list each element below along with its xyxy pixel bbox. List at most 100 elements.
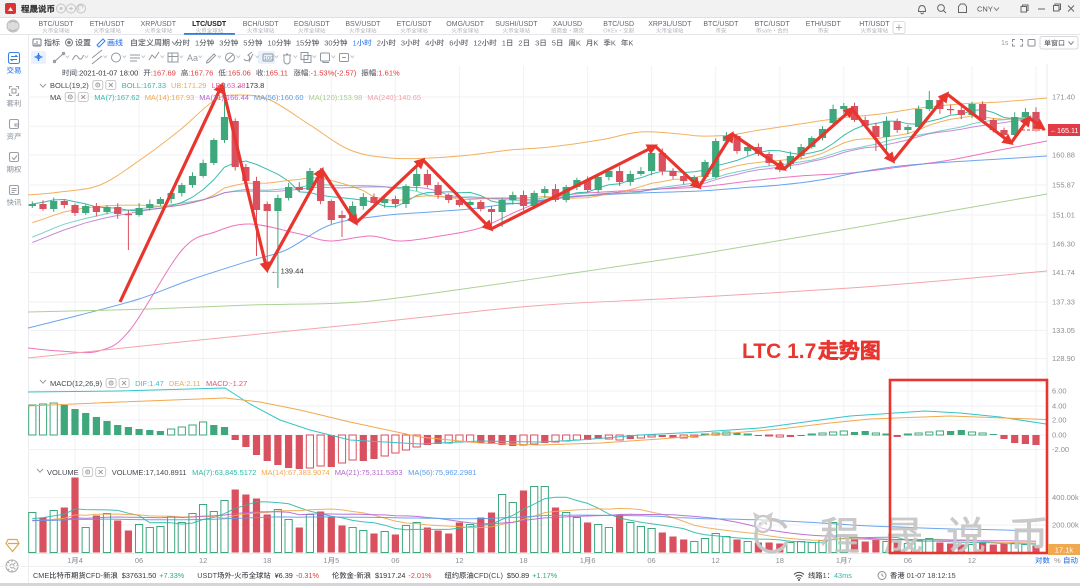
svg-text:4: 4 [425,39,429,48]
svg-text:BTC/USDT: BTC/USDT [703,21,739,28]
svg-text:EOS/USDT: EOS/USDT [294,21,331,28]
svg-text:400.00k: 400.00k [1052,493,1079,502]
svg-text:%: % [1054,556,1061,565]
svg-text:MA(14):67,383.9074: MA(14):67,383.9074 [261,468,329,477]
svg-text:DEA:2.11: DEA:2.11 [169,379,201,388]
svg-text::: : [77,69,79,78]
svg-text::: : [151,69,153,78]
svg-text:165.06: 165.06 [228,69,251,78]
svg-text:XRP/USDT: XRP/USDT [141,21,177,28]
svg-text:$50.89: $50.89 [507,571,529,580]
svg-text:K: K [576,39,581,48]
svg-text:167.76: 167.76 [190,69,213,78]
svg-text:06: 06 [391,556,399,565]
svg-text:137.33: 137.33 [1052,298,1075,307]
svg-text:200.00k: 200.00k [1052,521,1079,530]
svg-text:ETC/USDT: ETC/USDT [397,21,433,28]
svg-text:167.69: 167.69 [153,69,176,78]
svg-text::: : [263,69,265,78]
svg-text:165.11: 165.11 [1057,126,1078,135]
svg-text:-: - [232,571,235,580]
svg-text:safe: safe [761,29,771,35]
svg-text:1: 1 [502,39,506,48]
svg-text:BCH/USDT: BCH/USDT [243,21,280,28]
svg-text:1: 1 [353,39,357,48]
svg-text:K: K [628,39,633,48]
svg-text:01-07 18:12:15: 01-07 18:12:15 [905,571,956,580]
svg-text:146.30: 146.30 [1052,240,1075,249]
svg-text:MA(7):63,845.5172: MA(7):63,845.5172 [192,468,256,477]
svg-text:K: K [593,39,598,48]
svg-text:¥6.39: ¥6.39 [275,571,293,580]
svg-text:1: 1 [836,556,840,565]
svg-text:ETH/USDT: ETH/USDT [806,21,842,28]
svg-text:151.01: 151.01 [1052,211,1075,220]
svg-text:5: 5 [552,39,556,48]
svg-text:12: 12 [455,556,463,565]
svg-text:CNY: CNY [977,5,993,14]
svg-text:UB:171.29: UB:171.29 [171,81,206,90]
svg-text:XRP3L/USDT: XRP3L/USDT [648,21,692,28]
svg-text:171.40: 171.40 [1052,93,1075,102]
svg-text:DIF:1.47: DIF:1.47 [135,379,164,388]
svg-text:3: 3 [219,39,223,48]
svg-text:MA(120):153.98: MA(120):153.98 [309,93,363,102]
svg-text::: : [226,69,228,78]
svg-text:12: 12 [712,556,720,565]
svg-text:BOLL(19,2): BOLL(19,2) [50,81,89,90]
svg-text:CFD-: CFD- [86,571,104,580]
svg-text:141.74: 141.74 [1052,268,1075,277]
svg-text:12: 12 [199,556,207,565]
svg-text:133.05: 133.05 [1052,326,1075,335]
svg-text:18: 18 [776,556,784,565]
svg-text:BTC/USD: BTC/USD [603,21,634,28]
svg-text:6: 6 [591,556,595,565]
svg-text:1: 1 [195,39,199,48]
svg-text:43ms: 43ms [834,571,852,580]
svg-text:CFD(CL): CFD(CL) [474,571,503,580]
svg-text:OKEx: OKEx [603,29,618,35]
svg-text:←: ← [1050,128,1057,135]
svg-text:MA: MA [50,93,61,102]
svg-text:6: 6 [449,39,453,48]
svg-text:-1.53%(-2.57): -1.53%(-2.57) [311,69,357,78]
svg-text:K: K [611,39,616,48]
svg-text:30: 30 [324,39,332,48]
svg-text:12: 12 [968,556,976,565]
svg-text:1: 1 [580,556,584,565]
svg-text:HT/USDT: HT/USDT [859,21,890,28]
svg-text:← 139.44: ← 139.44 [271,267,304,276]
svg-text:CME: CME [33,571,49,580]
svg-text::: : [188,69,190,78]
svg-text:BOLL:167.33: BOLL:167.33 [122,81,166,90]
svg-text:VOLUME: VOLUME [47,468,79,477]
svg-text:128.90: 128.90 [1052,354,1075,363]
svg-text:MA(56):75,962.2981: MA(56):75,962.2981 [408,468,476,477]
svg-text:VOLUME:17,140.8911: VOLUME:17,140.8911 [112,468,187,477]
svg-text:MACD(12,26,9): MACD(12,26,9) [50,379,103,388]
svg-text:1: 1 [823,571,827,580]
svg-text:18: 18 [519,556,527,565]
svg-text:BSV/USDT: BSV/USDT [345,21,381,28]
svg-text:$37631.50: $37631.50 [122,571,157,580]
svg-text:10: 10 [268,39,276,48]
svg-text:MACD:-1.27: MACD:-1.27 [206,379,247,388]
svg-text:-0.31%: -0.31% [296,571,320,580]
svg-text:MA(21):75,311.5353: MA(21):75,311.5353 [335,468,403,477]
svg-text:XAUUSD: XAUUSD [553,21,582,28]
svg-text:1: 1 [67,556,71,565]
svg-text:0.00: 0.00 [1052,431,1067,440]
svg-text:$1917.24: $1917.24 [375,571,405,580]
svg-text:06: 06 [135,556,143,565]
svg-text:-2.01%: -2.01% [408,571,432,580]
svg-text:1s: 1s [1001,40,1009,47]
svg-text:-2.00: -2.00 [1052,445,1069,454]
svg-text::: : [376,69,378,78]
svg-text:MA(7):167.62: MA(7):167.62 [94,93,139,102]
svg-text:MA(14):167.93: MA(14):167.93 [145,93,195,102]
svg-text:7: 7 [848,556,852,565]
svg-text:3: 3 [401,39,405,48]
svg-text:155.87: 155.87 [1052,181,1075,190]
svg-text:Aa: Aa [187,53,198,63]
svg-text:2: 2 [377,39,381,48]
